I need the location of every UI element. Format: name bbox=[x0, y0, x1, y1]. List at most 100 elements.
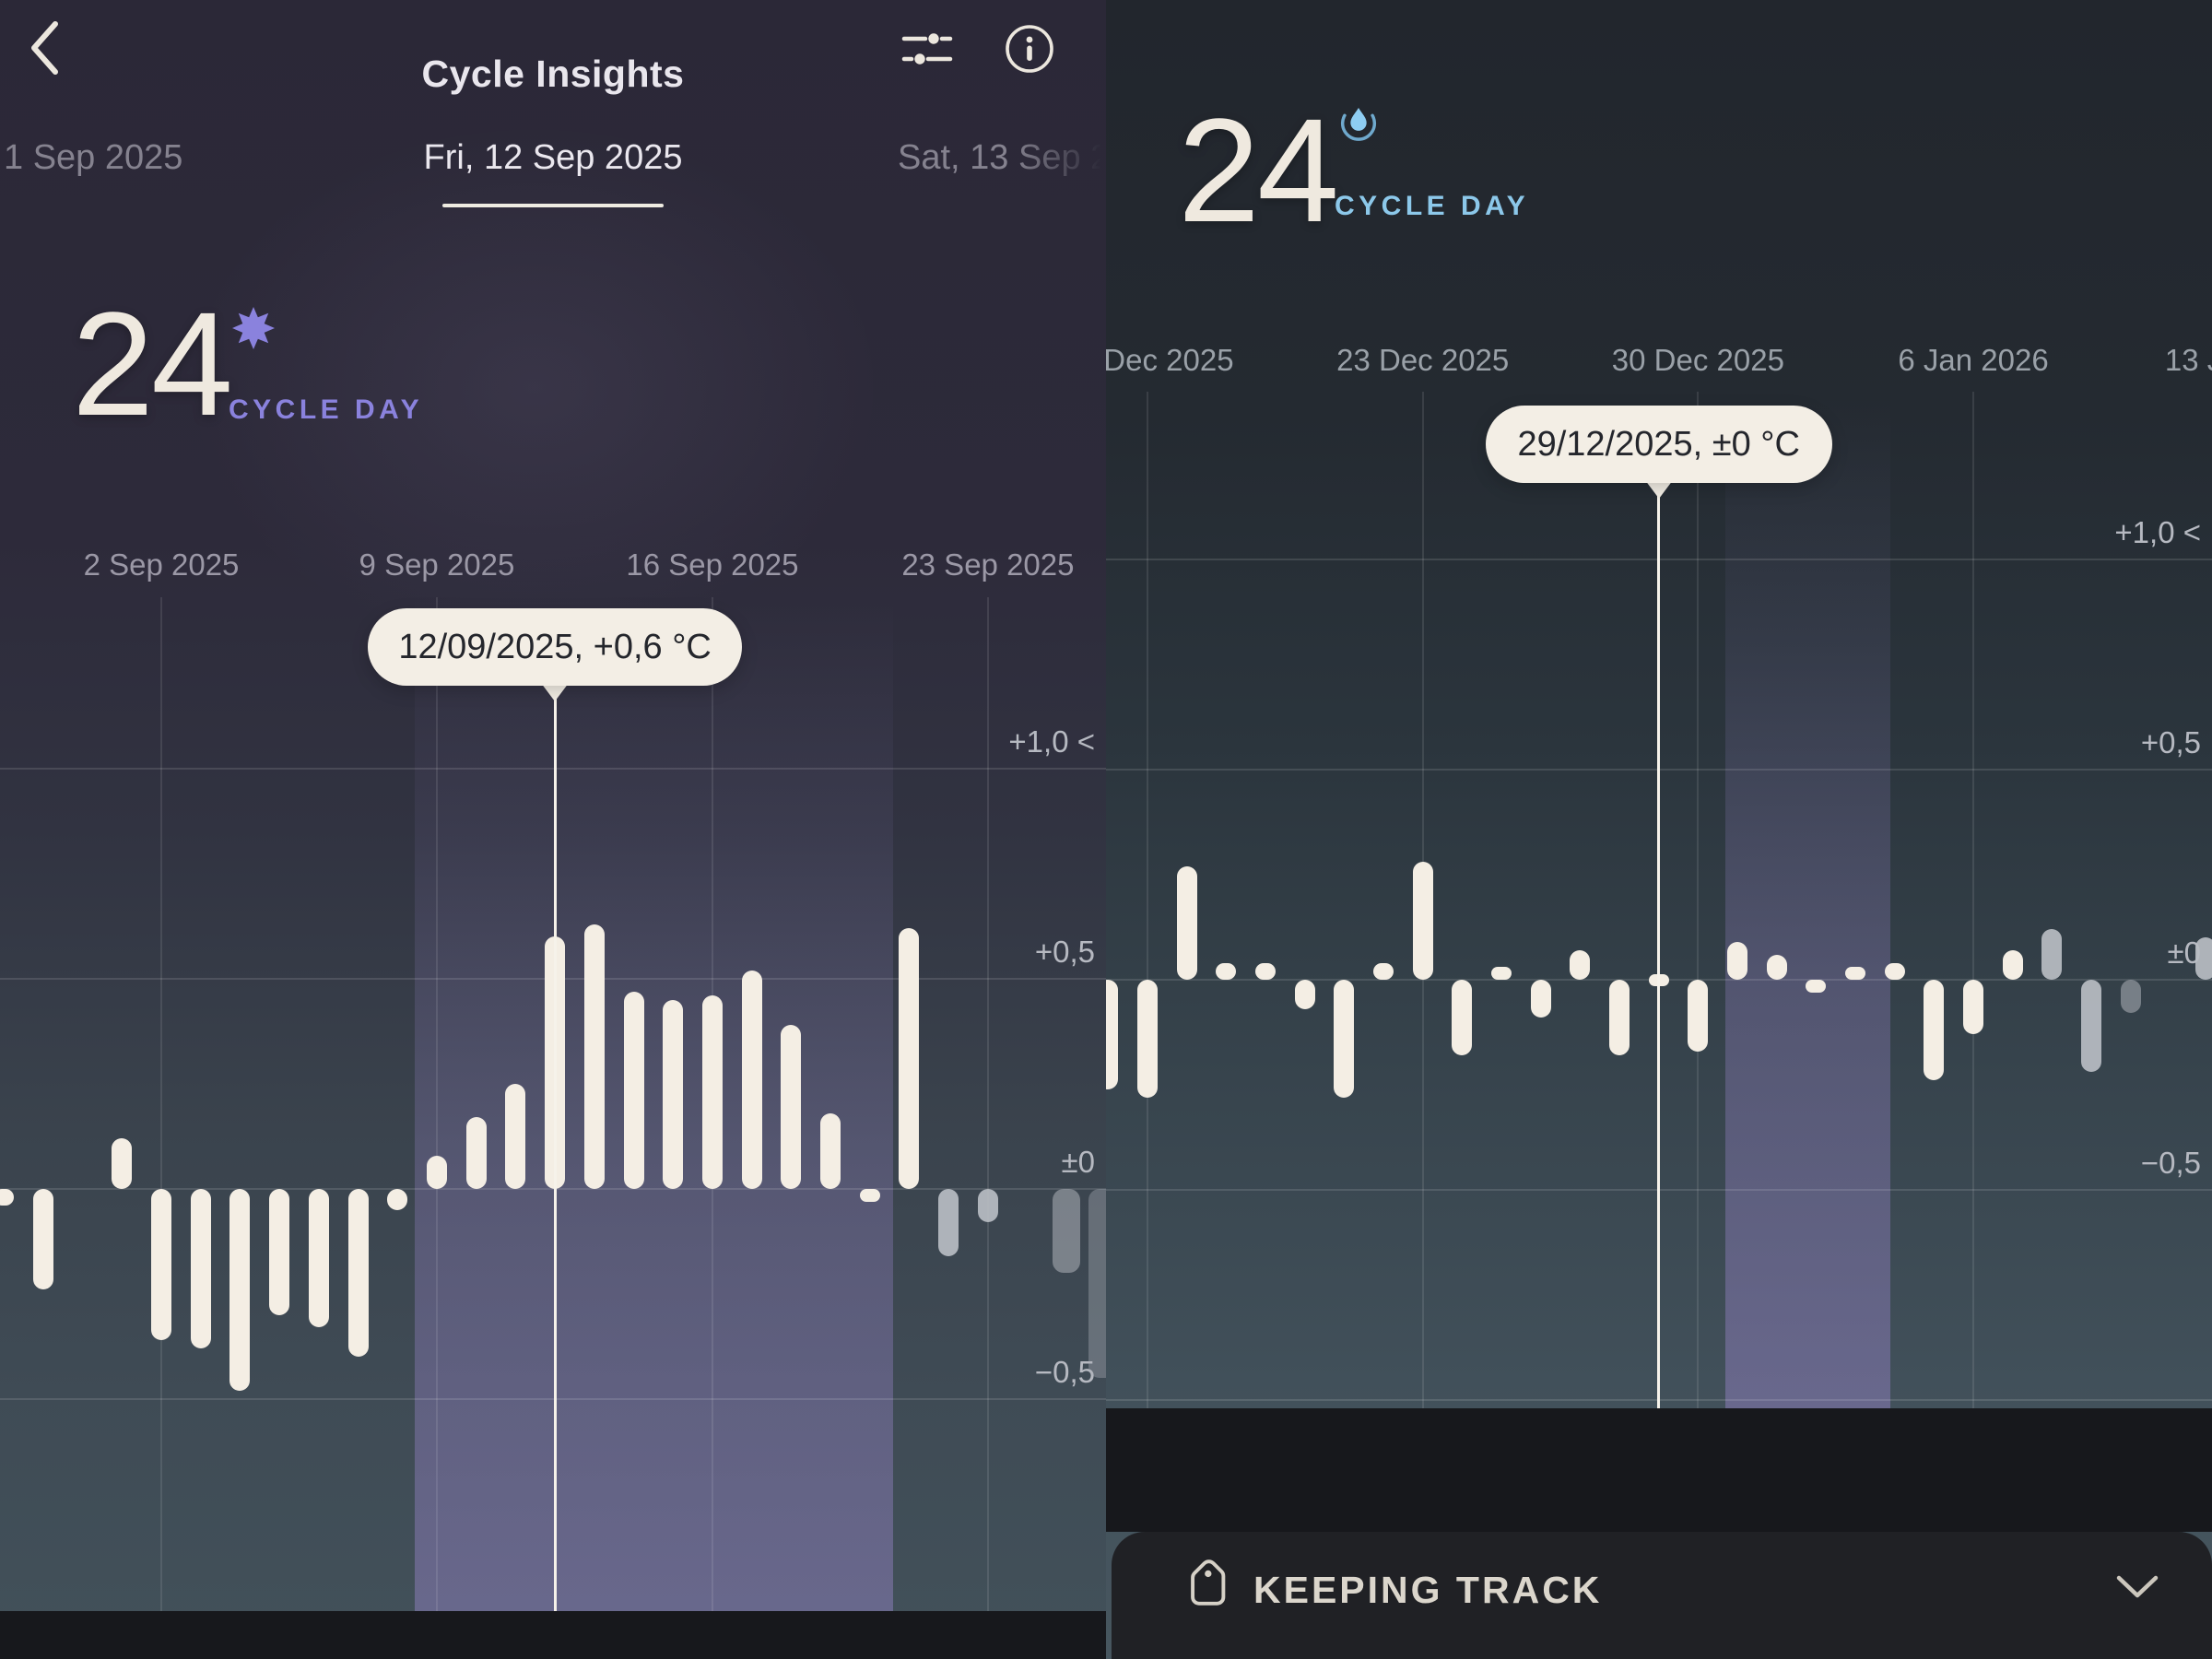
x-axis-tick-label: 13 Jan 2026 bbox=[2164, 343, 2212, 377]
x-axis-tick-label: 23 Sep 2025 bbox=[901, 547, 1075, 582]
temp-bar-26-dec bbox=[1530, 980, 1551, 1018]
temp-bar-17-dec bbox=[1176, 865, 1197, 980]
selected-tab-underline bbox=[442, 204, 664, 207]
footer-bar-left bbox=[0, 1611, 1106, 1659]
temp-bar-6-sep bbox=[308, 1189, 329, 1328]
y-axis-tick-label: ±0 bbox=[1061, 1145, 1095, 1179]
info-circle-icon bbox=[1003, 25, 1056, 78]
temp-bar-19-sep bbox=[820, 1112, 841, 1189]
temp-bar-3-sep bbox=[190, 1189, 211, 1349]
x-axis-tick-label: 16 Dec 2025 bbox=[1106, 343, 1234, 377]
tooltip-pointer bbox=[541, 683, 570, 701]
x-gridline bbox=[1697, 392, 1700, 1408]
back-button[interactable] bbox=[26, 20, 63, 77]
x-axis-tick-label: 6 Jan 2026 bbox=[1898, 343, 2049, 377]
y-gridline bbox=[0, 768, 1106, 770]
water-drop-cycle-icon bbox=[1336, 100, 1381, 149]
temp-bar-8-jan bbox=[2041, 929, 2063, 980]
temp-bar-19-dec bbox=[1255, 962, 1276, 980]
selected-day-tooltip: 29/12/2025, ±0 °C bbox=[1485, 406, 1832, 483]
temp-bar-1-sep bbox=[112, 1138, 133, 1189]
temp-bar-31-dec bbox=[1727, 941, 1748, 980]
cycle-day-number: 24 bbox=[1178, 88, 1339, 253]
keeping-track-label: KEEPING TRACK bbox=[1253, 1569, 1603, 1611]
temp-bar-16-sep bbox=[701, 995, 723, 1189]
filter-settings-button[interactable] bbox=[900, 26, 955, 74]
temp-bar-1-jan bbox=[1766, 954, 1787, 980]
keeping-track-card[interactable]: KEEPING TRACK bbox=[1112, 1532, 2212, 1659]
temp-bar-14-sep bbox=[623, 991, 644, 1189]
temp-bar-10-sep bbox=[465, 1117, 487, 1189]
temp-bar-16-dec bbox=[1137, 980, 1158, 1098]
y-gridline bbox=[0, 1188, 1106, 1190]
temp-bar-30-dec bbox=[1688, 980, 1709, 1052]
temp-bar-22-sep bbox=[938, 1189, 959, 1256]
temp-bar-18-sep bbox=[781, 1025, 802, 1189]
tab-prev-day[interactable]: 1 Sep 2025 bbox=[4, 138, 183, 177]
tooltip-pointer bbox=[1644, 480, 1673, 499]
x-axis-tick-label: 2 Sep 2025 bbox=[83, 547, 240, 582]
temp-bar-8-sep bbox=[387, 1189, 408, 1210]
y-axis-tick-label: −0,5 bbox=[1034, 1355, 1095, 1389]
temp-bar-18-dec bbox=[1216, 962, 1237, 980]
x-axis-tick-label: 30 Dec 2025 bbox=[1611, 343, 1784, 377]
selected-day-line bbox=[553, 697, 557, 1611]
y-axis-tick-label: +1,0 < bbox=[1008, 724, 1095, 759]
y-axis-tick-label: +0,5 bbox=[1034, 935, 1095, 969]
y-axis-tick-label: +0,5 bbox=[2140, 725, 2201, 759]
temp-bar-4-jan bbox=[1884, 962, 1905, 980]
temp-bar-10-jan bbox=[2120, 980, 2141, 1014]
temp-bar-20-sep bbox=[859, 1189, 880, 1202]
selected-day-line bbox=[1657, 494, 1661, 1408]
temp-bar-7-sep bbox=[347, 1189, 369, 1358]
y-axis-tick-label: −0,5 bbox=[2140, 1146, 2201, 1180]
temp-bar-9-sep bbox=[426, 1155, 447, 1189]
cycle-day-number: 24 bbox=[72, 281, 233, 446]
temp-bar-5-jan bbox=[1924, 980, 1945, 1081]
x-gridline bbox=[1147, 392, 1148, 1408]
temp-bar-24-dec bbox=[1452, 980, 1473, 1056]
y-gridline bbox=[0, 1398, 1106, 1400]
footer-bar-right bbox=[1106, 1408, 2212, 1532]
expand-section-button[interactable] bbox=[2116, 1574, 2159, 1603]
temp-bar-21-sep bbox=[899, 928, 920, 1189]
info-button[interactable] bbox=[1002, 22, 1057, 76]
x-axis-tick-label: 9 Sep 2025 bbox=[359, 547, 515, 582]
temp-bar-26-sep bbox=[1088, 1189, 1106, 1379]
temp-bar-25-dec bbox=[1491, 967, 1512, 980]
temp-bar-5-sep bbox=[269, 1189, 290, 1315]
cycle-day-label: CYCLE DAY bbox=[229, 394, 424, 425]
temp-bar-3-jan bbox=[1845, 967, 1866, 980]
tune-sliders-icon bbox=[900, 33, 954, 75]
temp-bar-12-jan bbox=[2194, 937, 2212, 980]
temp-bar-22-dec bbox=[1373, 962, 1394, 980]
x-axis-tick-label: 23 Dec 2025 bbox=[1336, 343, 1510, 377]
temp-bar-27-dec bbox=[1570, 950, 1591, 980]
temp-bar-9-jan bbox=[2081, 980, 2102, 1073]
temperature-chart-september[interactable]: 2 Sep 2025 9 Sep 2025 16 Sep 2025 23 Sep 20… bbox=[0, 0, 1106, 1659]
temp-bar-2-jan bbox=[1806, 980, 1827, 993]
x-axis-tick-label: 16 Sep 2025 bbox=[626, 547, 799, 582]
tab-selected-day[interactable]: Fri, 12 Sep 2025 bbox=[423, 138, 683, 177]
tab-next-day[interactable]: Sat, 13 Sep 2025 bbox=[898, 138, 1106, 177]
temp-bar-15-sep bbox=[663, 999, 684, 1189]
star-burst-icon bbox=[232, 307, 275, 354]
tag-icon bbox=[1178, 1558, 1237, 1621]
temp-bar-23-sep bbox=[977, 1189, 998, 1223]
temp-bar-4-sep bbox=[229, 1189, 251, 1391]
temp-bar-2-sep bbox=[151, 1189, 171, 1341]
temp-bar-20-dec bbox=[1294, 980, 1315, 1009]
x-gridline bbox=[1972, 392, 1975, 1408]
temp-bar-11-sep bbox=[505, 1084, 526, 1189]
temp-bar-23-dec bbox=[1412, 862, 1433, 980]
chevron-left-icon bbox=[29, 21, 60, 78]
y-axis-tick-label: +1,0 < bbox=[2114, 515, 2201, 549]
temp-bar-30-aug bbox=[32, 1189, 53, 1290]
x-gridline bbox=[435, 597, 438, 1611]
temp-bar-25-sep bbox=[1053, 1189, 1081, 1274]
fertile-window-band bbox=[1725, 396, 1891, 1408]
temp-bar-21-dec bbox=[1334, 980, 1355, 1098]
chevron-down-icon bbox=[2116, 1575, 2159, 1603]
temp-bar-15-dec bbox=[1106, 980, 1119, 1089]
